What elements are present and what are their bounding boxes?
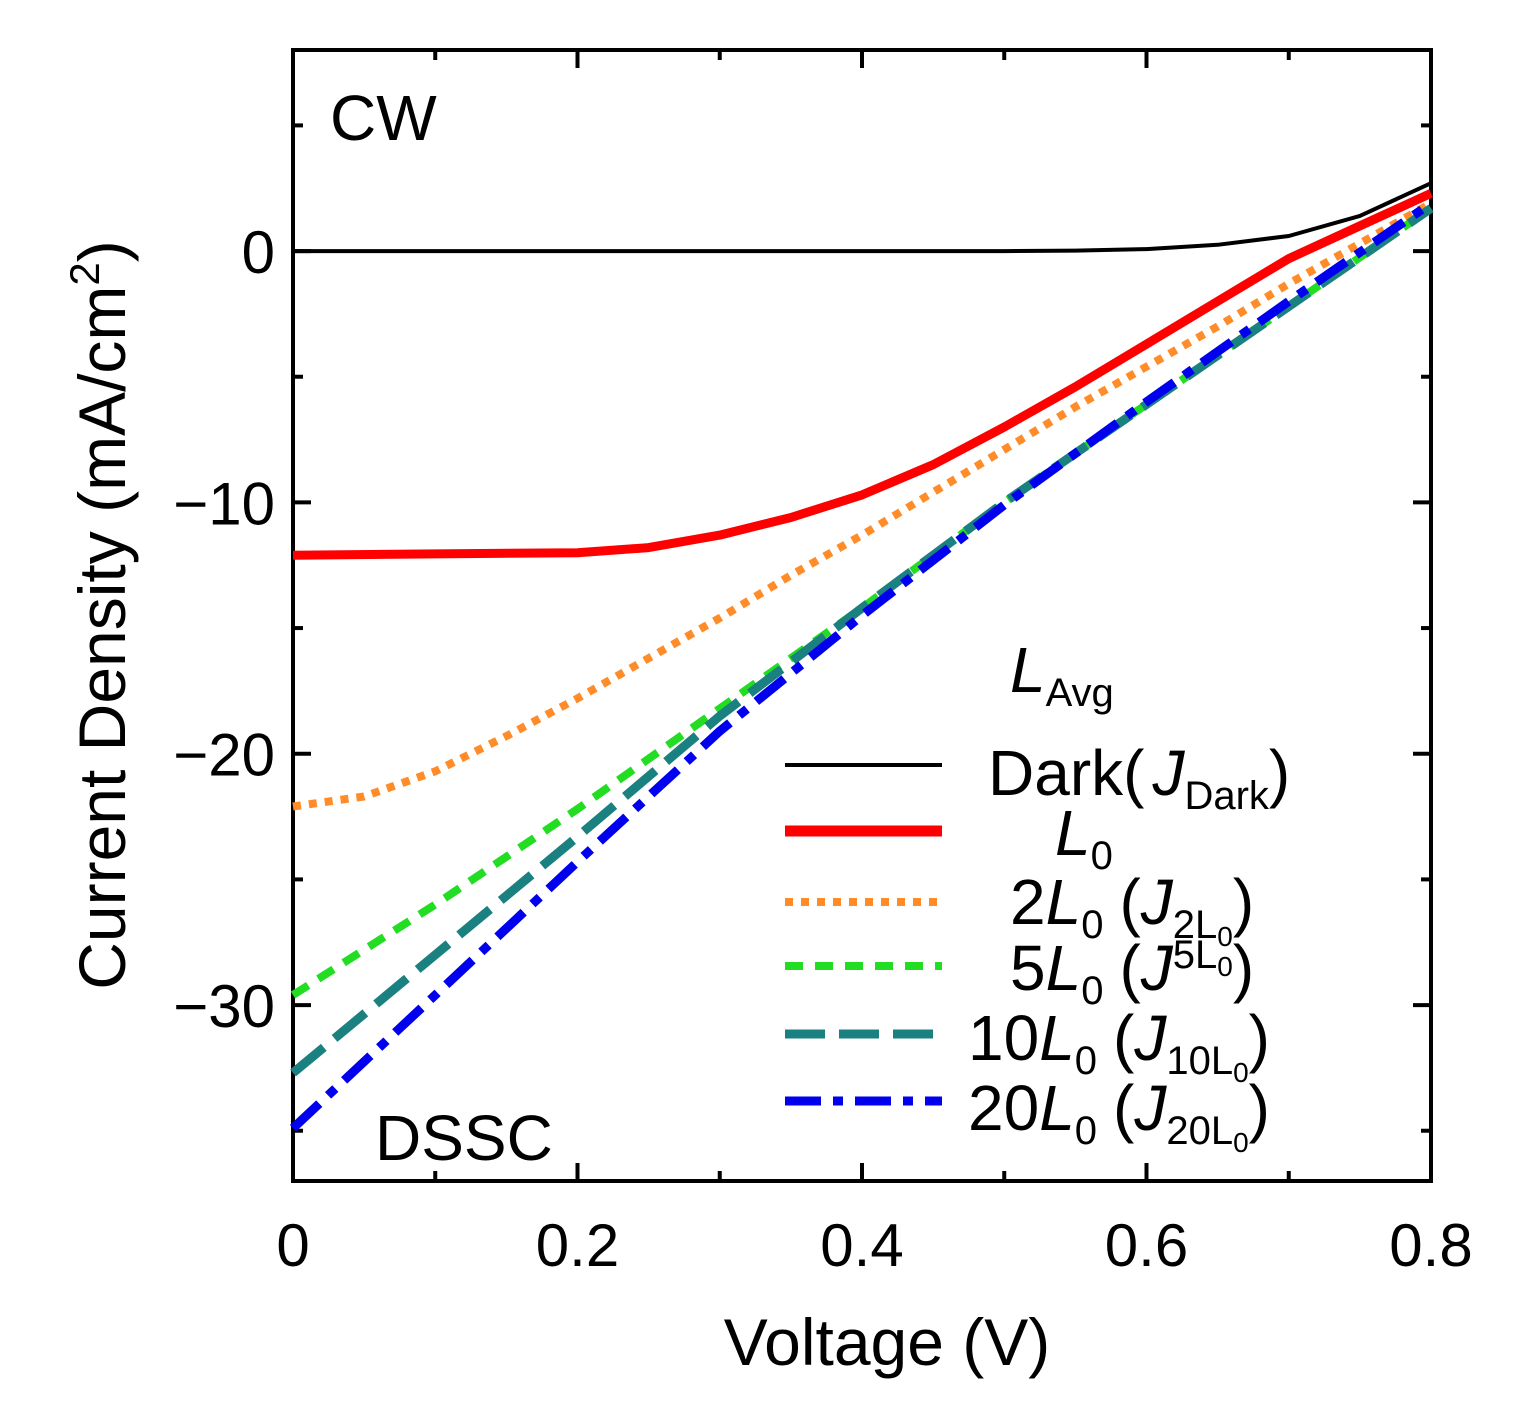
y-axis-title-close: ): [65, 240, 139, 262]
y-tick-label: −20: [173, 722, 275, 789]
series-line-4: [290, 204, 1434, 1077]
annotation-cw: CW: [330, 82, 437, 154]
series-layer: [289, 181, 1434, 1132]
y-tick-label: −30: [173, 973, 275, 1040]
legend-label-10l0: 10L0 (J10L0): [968, 1002, 1270, 1088]
x-tick-label: 0.8: [1389, 1212, 1472, 1279]
y-axis-title-sup: 2: [61, 262, 108, 285]
x-tick-label: 0.6: [1105, 1212, 1188, 1279]
y-axis-title-main: Current Density (mA/cm: [65, 286, 139, 990]
y-tick-label: −10: [173, 470, 275, 537]
x-tick-label: 0.4: [820, 1212, 903, 1279]
x-axis-title: Voltage (V): [724, 1305, 1051, 1379]
series-line-0: [293, 181, 1432, 254]
legend-title-sub: Avg: [1046, 671, 1114, 715]
series-line-1: [292, 189, 1433, 560]
legend-label-2l0: 2L0 (J2L0): [1010, 866, 1254, 952]
x-tick-label: 0: [276, 1212, 309, 1279]
series-line-2: [292, 199, 1433, 811]
legend-label-20l0: 20L0 (J20L0): [968, 1072, 1270, 1158]
legend: LAvg Dark(JDark) L0 2L0 (J2L0) 5L0 (J5L0) …: [785, 634, 1290, 1158]
legend-title-main: L: [1010, 634, 1046, 706]
legend-label-dark: Dark(JDark): [988, 737, 1290, 818]
y-axis-title: Current Density (mA/cm2): [61, 240, 139, 989]
x-tick-label: 0.2: [536, 1212, 619, 1279]
x-axis-ticks: 0 0.2 0.4 0.6 0.8: [276, 50, 1473, 1279]
legend-label-l0: L0: [1055, 797, 1113, 878]
y-axis-ticks: 0 −10 −20 −30: [173, 123, 1431, 1133]
series-line-5: [289, 199, 1434, 1132]
legend-title: LAvg: [1010, 634, 1114, 715]
y-tick-label: 0: [242, 219, 275, 286]
legend-label-5l0: 5L0 (J5L0): [1010, 932, 1254, 1013]
annotation-dssc: DSSC: [375, 1102, 553, 1174]
